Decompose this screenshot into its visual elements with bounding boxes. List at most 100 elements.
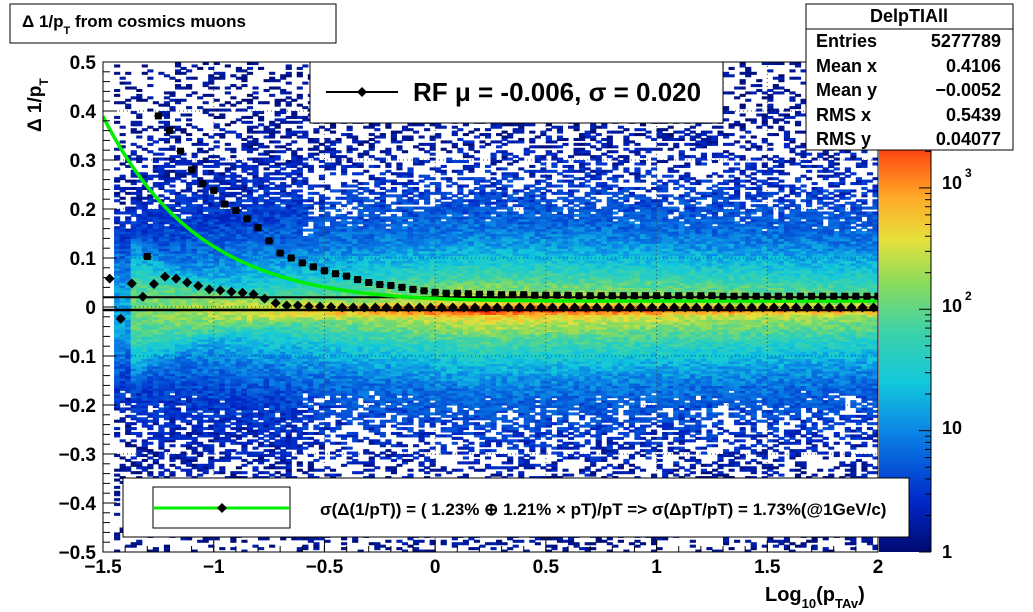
heatmap-cell (213, 422, 220, 426)
heatmap-cell (230, 422, 237, 426)
heatmap-cell (213, 405, 220, 409)
heatmap-cell (296, 316, 303, 320)
heatmap-cell (180, 390, 187, 394)
heatmap-cell (180, 211, 187, 215)
heatmap-cell (230, 348, 237, 352)
heatmap-cell (197, 128, 204, 132)
heatmap-cell (136, 351, 143, 355)
heatmap-cell (318, 363, 326, 367)
heatmap-cell (136, 417, 143, 421)
heatmap-cell (285, 363, 292, 367)
heatmap-cell (219, 235, 226, 239)
heatmap-cell (208, 397, 215, 401)
heatmap-cell (125, 402, 132, 406)
heatmap-cell (213, 373, 220, 377)
heatmap-cell (291, 363, 298, 367)
heatmap-cell (296, 463, 303, 467)
heatmap-cell (136, 299, 143, 303)
heatmap-cell (197, 213, 204, 217)
heatmap-cell (318, 326, 326, 330)
heatmap-cell (130, 275, 137, 279)
heatmap-cell (169, 179, 176, 183)
heatmap-cell (219, 387, 226, 391)
heatmap-cell (235, 441, 242, 445)
heatmap-cell (208, 405, 215, 409)
heatmap-cell (313, 137, 320, 141)
heatmap-cell (152, 199, 159, 203)
heatmap-cell (141, 311, 148, 315)
heatmap-cell (169, 326, 176, 330)
heatmap-cell (235, 240, 242, 244)
heatmap-cell (163, 189, 171, 193)
heatmap-cell (191, 240, 198, 244)
heatmap-cell (302, 177, 309, 181)
heatmap-cell (119, 253, 126, 257)
heatmap-cell (197, 451, 204, 455)
heatmap-cell (313, 537, 320, 541)
heatmap-cell (296, 375, 303, 379)
heatmap-cell (141, 382, 148, 386)
heatmap-cell (147, 402, 154, 406)
heatmap-cell (125, 341, 132, 345)
heatmap-cell (291, 160, 298, 164)
heatmap-cell (169, 270, 176, 274)
heatmap-cell (296, 333, 303, 337)
heatmap-cell (208, 417, 215, 421)
heatmap-cell (158, 240, 165, 244)
heatmap-cell (252, 262, 259, 266)
heatmap-cell (130, 373, 137, 377)
heatmap-cell (329, 456, 337, 460)
heatmap-cell (235, 466, 242, 470)
heatmap-cell (208, 135, 215, 139)
heatmap-cell (274, 228, 281, 232)
heatmap-cell (191, 338, 198, 342)
heatmap-cell (224, 235, 231, 239)
heatmap-cell (152, 250, 159, 254)
heatmap-cell (274, 390, 281, 394)
heatmap-cell (302, 316, 309, 320)
heatmap-cell (263, 336, 270, 340)
heatmap-cell (263, 216, 270, 220)
heatmap-cell (130, 213, 137, 217)
heatmap-cell (191, 226, 198, 230)
heatmap-cell (119, 233, 126, 237)
heatmap-cell (291, 400, 298, 404)
heatmap-cell (114, 199, 121, 203)
heatmap-cell (158, 182, 165, 186)
heatmap-cell (147, 343, 154, 347)
heatmap-cell (291, 250, 298, 254)
heatmap-cell (152, 461, 159, 465)
heatmap-cell (219, 439, 226, 443)
heatmap-cell (136, 405, 143, 409)
heatmap-cell (324, 373, 331, 377)
heatmap-cell (208, 326, 215, 330)
heatmap-cell (318, 160, 326, 164)
heatmap-cell (241, 177, 248, 181)
heatmap-cell (147, 218, 154, 222)
heatmap-cell (285, 382, 292, 386)
heatmap-cell (119, 468, 126, 472)
heatmap-cell (169, 304, 176, 308)
heatmap-cell (224, 194, 231, 198)
heatmap-cell (241, 275, 248, 279)
heatmap-cell (263, 233, 270, 237)
heatmap-cell (285, 336, 292, 340)
heatmap-cell (285, 400, 292, 404)
heatmap-cell (114, 147, 121, 151)
heatmap-cell (208, 155, 215, 159)
heatmap-cell (274, 157, 281, 161)
heatmap-cell (158, 211, 165, 215)
heatmap-cell (125, 316, 132, 320)
heatmap-cell (258, 204, 265, 208)
heatmap-cell (219, 231, 226, 235)
heatmap-cell (235, 201, 242, 205)
heatmap-cell (158, 260, 165, 264)
heatmap-cell (258, 441, 265, 445)
heatmap-cell (280, 346, 287, 350)
heatmap-cell (147, 436, 154, 440)
heatmap-cell (125, 106, 132, 110)
heatmap-cell (202, 363, 209, 367)
heatmap-cell (119, 240, 126, 244)
heatmap-cell (296, 270, 303, 274)
heatmap-cell (125, 387, 132, 391)
